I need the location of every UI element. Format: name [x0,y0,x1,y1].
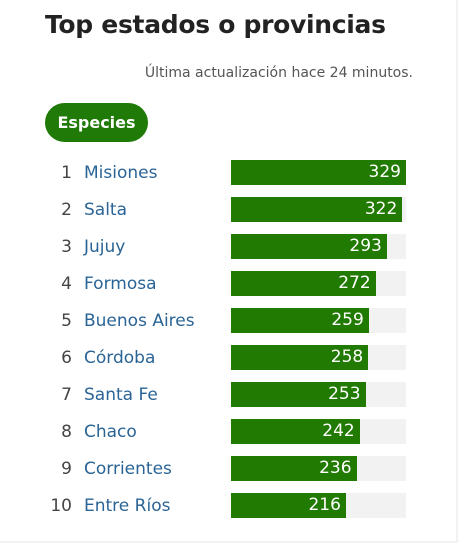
count-value: 272 [338,273,371,293]
bar-fill: 258 [231,345,369,370]
list-item: 1 Misiones 329 [0,159,460,196]
province-link[interactable]: Formosa [84,274,157,294]
list-item: 3 Jujuy 293 [0,233,460,270]
bar-fill: 293 [231,234,387,259]
bar-track: 329 [231,160,406,185]
province-link[interactable]: Córdoba [84,348,156,368]
list-item: 5 Buenos Aires 259 [0,307,460,344]
count-value: 259 [331,310,364,330]
bar-fill: 322 [231,197,403,222]
rank-number: 1 [61,163,72,183]
rank-number: 7 [61,385,72,405]
bar-fill: 259 [231,308,369,333]
page-title: Top estados o provincias [45,10,386,39]
province-link[interactable]: Jujuy [84,237,126,257]
province-link[interactable]: Buenos Aires [84,311,195,331]
bar-track: 253 [231,382,406,407]
bar-fill: 236 [231,456,357,481]
bar-track: 258 [231,345,406,370]
count-value: 293 [349,236,382,256]
province-link[interactable]: Misiones [84,163,158,183]
bar-track: 236 [231,456,406,481]
list-item: 9 Corrientes 236 [0,455,460,492]
list-item: 2 Salta 322 [0,196,460,233]
count-value: 242 [322,421,355,441]
province-link[interactable]: Santa Fe [84,385,158,405]
count-value: 236 [319,458,352,478]
list-item: 6 Córdoba 258 [0,344,460,381]
list-item: 4 Formosa 272 [0,270,460,307]
ranking-list: 1 Misiones 329 2 Salta 322 3 Jujuy 293 [0,159,460,529]
province-link[interactable]: Salta [84,200,128,220]
rank-number: 2 [61,200,72,220]
bar-track: 322 [231,197,406,222]
list-item: 7 Santa Fe 253 [0,381,460,418]
count-value: 253 [328,384,361,404]
bar-fill: 272 [231,271,376,296]
list-item: 8 Chaco 242 [0,418,460,455]
rank-number: 9 [61,459,72,479]
last-updated-text: Última actualización hace 24 minutos. [144,65,413,81]
bar-fill: 216 [231,493,346,518]
province-link[interactable]: Entre Ríos [84,496,171,516]
bar-track: 259 [231,308,406,333]
bar-track: 293 [231,234,406,259]
bar-fill: 329 [231,160,406,185]
province-link[interactable]: Corrientes [84,459,172,479]
count-value: 329 [368,162,401,182]
tab-especies[interactable]: Especies [45,103,148,142]
count-value: 216 [308,495,341,515]
bar-track: 272 [231,271,406,296]
count-value: 322 [364,199,398,219]
rank-number: 4 [61,274,72,294]
bar-track: 242 [231,419,406,444]
count-value: 258 [330,347,364,367]
rank-number: 5 [61,311,72,331]
list-item: 10 Entre Ríos 216 [0,492,460,529]
bar-fill: 242 [231,419,360,444]
rank-number: 6 [61,348,72,368]
rank-number: 3 [61,237,72,257]
province-link[interactable]: Chaco [84,422,137,442]
bar-fill: 253 [231,382,366,407]
bar-track: 216 [231,493,406,518]
rank-number: 8 [61,422,72,442]
rank-number: 10 [50,496,72,516]
